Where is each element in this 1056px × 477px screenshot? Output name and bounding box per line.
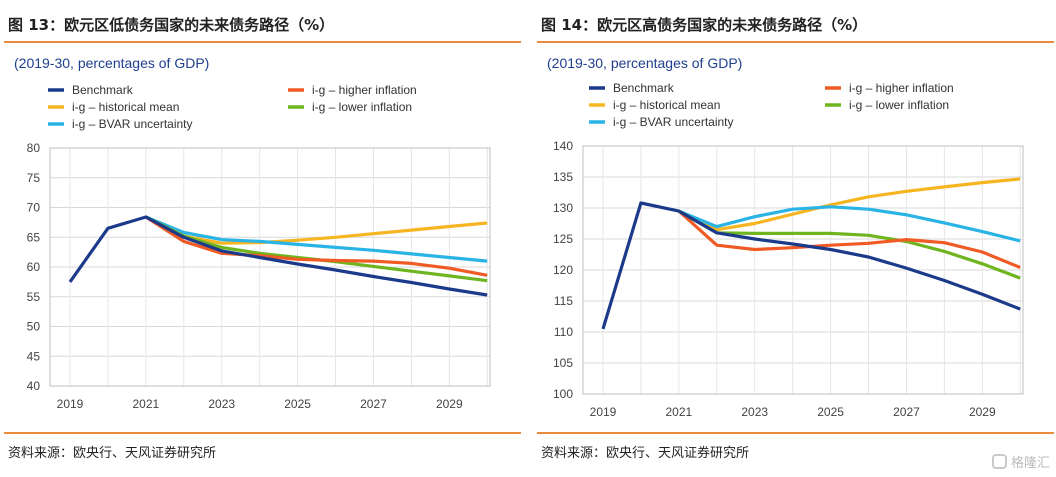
x-tick-label: 2023 bbox=[741, 405, 768, 419]
right-footer-rule bbox=[537, 432, 1054, 434]
y-tick-label: 45 bbox=[27, 349, 41, 363]
y-tick-label: 50 bbox=[27, 320, 41, 334]
legend-label-i-g-historical-mean: i-g – historical mean bbox=[613, 98, 720, 112]
x-tick-label: 2023 bbox=[208, 397, 235, 411]
left-figure-title: 图 13：欧元区低债务国家的未来债务路径（%） bbox=[8, 16, 335, 34]
right-panel: 图 14：欧元区高债务国家的未来债务路径（%） (2019-30, percen… bbox=[533, 0, 1056, 477]
legend-label-i-g-bvar-uncertainty: i-g – BVAR uncertainty bbox=[613, 115, 734, 129]
x-tick-label: 2019 bbox=[590, 405, 617, 419]
y-tick-label: 130 bbox=[553, 201, 573, 215]
x-tick-label: 2027 bbox=[893, 405, 920, 419]
y-tick-label: 70 bbox=[27, 201, 41, 215]
series-line-benchmark bbox=[68, 215, 488, 297]
left-footer-rule bbox=[4, 432, 521, 434]
watermark: 格隆汇 bbox=[991, 452, 1050, 471]
series-line-i-g-lower-inflation bbox=[678, 209, 1021, 280]
watermark-logo-icon bbox=[991, 454, 1007, 469]
legend-label-i-g-historical-mean: i-g – historical mean bbox=[72, 100, 179, 114]
series-line-i-g-historical-mean bbox=[145, 215, 488, 245]
legend-label-i-g-lower-inflation: i-g – lower inflation bbox=[312, 100, 412, 114]
left-panel: 图 13：欧元区低债务国家的未来债务路径（%） (2019-30, percen… bbox=[0, 0, 523, 477]
left-source-note: 资料来源：欧央行、天风证券研究所 bbox=[8, 446, 217, 461]
y-tick-label: 80 bbox=[27, 141, 41, 155]
y-tick-label: 110 bbox=[554, 325, 573, 339]
left-debt-chart: 40 45 50 55 60 65 70 75 80 2019 2021 2023 2025 2027 20… bbox=[27, 83, 491, 411]
left-title-rule bbox=[4, 41, 521, 43]
y-tick-label: 75 bbox=[27, 171, 41, 185]
legend-label-i-g-higher-inflation: i-g – higher inflation bbox=[849, 81, 954, 95]
right-debt-chart: 100 105 110 115 120 125 130 135 140 2019 2021 2023 2… bbox=[553, 81, 1024, 419]
y-tick-label: 60 bbox=[27, 260, 41, 274]
right-title-rule bbox=[537, 41, 1054, 43]
right-chart-subtitle: (2019-30, percentages of GDP) bbox=[547, 55, 743, 71]
legend-label-i-g-higher-inflation: i-g – higher inflation bbox=[312, 83, 417, 97]
legend-label-benchmark: Benchmark bbox=[72, 83, 134, 97]
series-line-i-g-higher-inflation bbox=[145, 215, 488, 277]
y-tick-label: 115 bbox=[554, 294, 573, 308]
x-tick-label: 2021 bbox=[133, 397, 160, 411]
y-tick-label: 65 bbox=[27, 230, 41, 244]
x-tick-label: 2025 bbox=[284, 397, 311, 411]
watermark-text: 格隆汇 bbox=[1010, 456, 1050, 471]
legend-label-i-g-bvar-uncertainty: i-g – BVAR uncertainty bbox=[72, 117, 193, 131]
y-tick-label: 125 bbox=[553, 232, 573, 246]
x-tick-label: 2027 bbox=[360, 397, 387, 411]
y-tick-label: 105 bbox=[553, 356, 573, 370]
x-tick-label: 2019 bbox=[57, 397, 84, 411]
series-line-i-g-higher-inflation bbox=[677, 209, 1021, 269]
y-tick-label: 40 bbox=[27, 379, 41, 393]
x-tick-label: 2029 bbox=[969, 405, 996, 419]
x-tick-label: 2029 bbox=[436, 397, 463, 411]
right-source-note: 资料来源：欧央行、天风证券研究所 bbox=[541, 446, 750, 461]
y-tick-label: 135 bbox=[553, 170, 573, 184]
plot-frame bbox=[49, 147, 491, 387]
y-tick-label: 100 bbox=[553, 387, 573, 401]
legend-label-i-g-lower-inflation: i-g – lower inflation bbox=[849, 98, 949, 112]
legend-label-benchmark: Benchmark bbox=[613, 81, 675, 95]
y-tick-label: 120 bbox=[553, 263, 573, 277]
x-tick-label: 2021 bbox=[666, 405, 693, 419]
right-figure-title: 图 14：欧元区高债务国家的未来债务路径（%） bbox=[541, 16, 868, 34]
x-tick-label: 2025 bbox=[817, 405, 844, 419]
series-line-i-g-historical-mean bbox=[678, 177, 1021, 232]
series-line-i-g-bvar-uncertainty bbox=[678, 205, 1021, 243]
left-chart-subtitle: (2019-30, percentages of GDP) bbox=[14, 55, 210, 71]
plot-frame bbox=[582, 145, 1024, 395]
y-tick-label: 140 bbox=[553, 139, 573, 153]
y-tick-label: 55 bbox=[27, 290, 41, 304]
series-line-i-g-bvar-uncertainty bbox=[145, 215, 488, 263]
series-line-benchmark bbox=[601, 201, 1021, 330]
